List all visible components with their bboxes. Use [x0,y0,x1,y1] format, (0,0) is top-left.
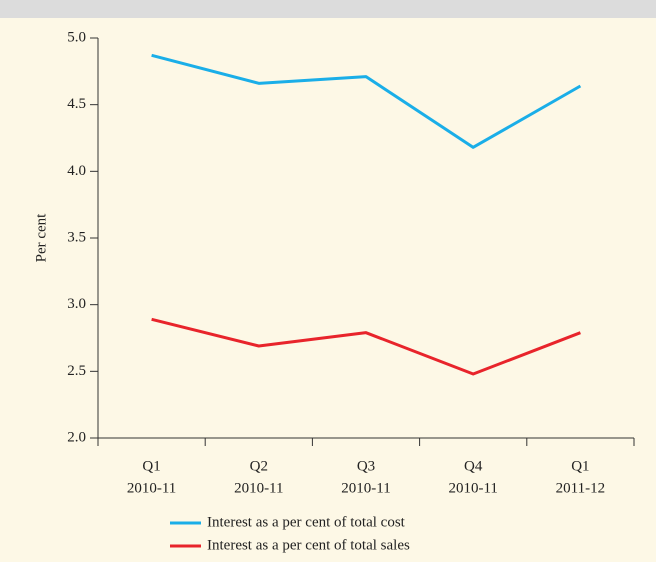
line-series [151,53,582,149]
x-tick-label: 2010-11 [127,480,176,496]
x-tick-label: Q2 [250,458,268,474]
y-tick-label: 4.0 [67,163,86,179]
y-tick-label: 3.5 [67,229,86,245]
x-tick-label: 2010-11 [341,480,390,496]
y-tick-label: 3.0 [67,296,86,312]
x-tick-label: Q1 [142,458,160,474]
x-tick-label: 2010-11 [234,480,283,496]
x-tick-label: Q3 [357,458,375,474]
x-tick-label: Q1 [571,458,589,474]
x-tick-label: Q4 [464,458,483,474]
legend-label: Interest as a per cent of total sales [207,537,410,553]
legend-label: Interest as a per cent of total cost [207,514,406,530]
x-tick-label: 2010-11 [448,480,497,496]
y-tick-label: 2.5 [67,363,86,379]
x-tick-label: 2011-12 [556,480,605,496]
y-tick-label: 2.0 [67,429,86,445]
y-tick-label: 5.0 [67,29,86,45]
y-tick-label: 4.5 [67,96,86,112]
top-band [0,0,656,18]
y-axis-label: Per cent [33,213,49,263]
line-series [151,317,581,376]
